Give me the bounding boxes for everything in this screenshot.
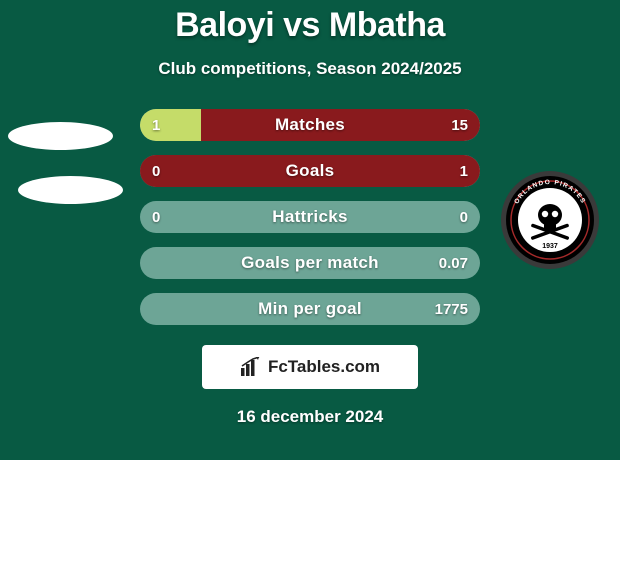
stat-row: 1 Matches 15: [140, 109, 480, 141]
comparison-card: Baloyi vs Mbatha Club competitions, Seas…: [0, 0, 620, 460]
stat-value-right: 1: [460, 163, 468, 180]
brand-text: FcTables.com: [268, 357, 380, 377]
player-badge-placeholder-1: [8, 122, 113, 150]
player-badge-placeholder-2: [18, 176, 123, 204]
stat-value-right: 1775: [435, 301, 468, 318]
brand-badge[interactable]: FcTables.com: [202, 345, 418, 389]
stat-row: Goals per match 0.07: [140, 247, 480, 279]
page-title: Baloyi vs Mbatha: [0, 6, 620, 45]
stats-list: 1 Matches 15 0 Goals 1 0 Hattricks 0 Goals per ma…: [140, 109, 480, 325]
stat-row: 0 Hattricks 0: [140, 201, 480, 233]
stat-value-left: 0: [152, 163, 160, 180]
subtitle: Club competitions, Season 2024/2025: [0, 59, 620, 79]
stat-value-right: 0.07: [439, 255, 468, 272]
stat-label: Goals per match: [241, 253, 379, 273]
stat-value-left: 1: [152, 117, 160, 134]
stat-value-left: 0: [152, 209, 160, 226]
club-crest-icon: 1937 ORLANDO PIRATES: [500, 170, 600, 270]
crest-year: 1937: [542, 243, 558, 250]
stat-value-right: 15: [451, 117, 468, 134]
stat-label: Min per goal: [258, 299, 362, 319]
stat-fill-left: [140, 109, 201, 141]
stat-label: Hattricks: [272, 207, 347, 227]
stat-row: Min per goal 1775: [140, 293, 480, 325]
stat-label: Goals: [286, 161, 335, 181]
stat-row: 0 Goals 1: [140, 155, 480, 187]
stat-value-right: 0: [460, 209, 468, 226]
date-text: 16 december 2024: [0, 407, 620, 427]
stat-label: Matches: [275, 115, 345, 135]
club-badge-right: 1937 ORLANDO PIRATES: [500, 170, 600, 270]
brand-chart-icon: [240, 357, 262, 377]
